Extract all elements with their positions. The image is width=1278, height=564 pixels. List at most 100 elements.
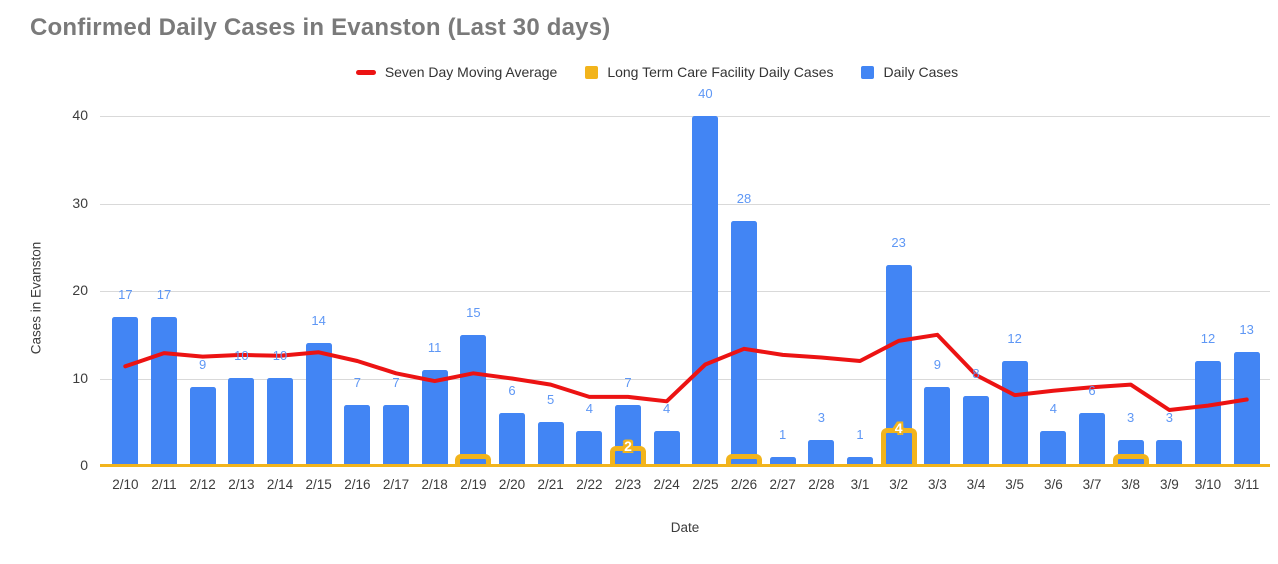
x-axis-tick-label: 2/23	[614, 477, 642, 492]
x-axis-tick-label: 2/17	[382, 477, 410, 492]
x-axis-tick-label: 2/10	[112, 477, 139, 492]
daily-cases-value-label: 15	[466, 305, 481, 320]
bar-daily-cases[interactable]	[267, 378, 293, 467]
ltc-cases-value-label: 2	[624, 438, 632, 454]
legend-item-ltc-cases[interactable]: Long Term Care Facility Daily Cases	[585, 64, 833, 80]
daily-cases-value-label: 17	[156, 287, 172, 302]
bar-daily-cases[interactable]	[460, 335, 487, 467]
daily-cases-value-label: 9	[933, 357, 941, 372]
daily-cases-swatch-icon	[861, 65, 875, 79]
x-axis-tick-label: 3/7	[1082, 477, 1102, 492]
bar-daily-cases[interactable]	[1195, 361, 1221, 467]
bar-daily-cases[interactable]	[924, 387, 951, 467]
x-axis-tick-label: 2/12	[189, 477, 216, 492]
bar-daily-cases[interactable]	[189, 387, 216, 467]
daily-cases-value-label: 6	[508, 383, 516, 398]
x-axis-tick-label: 2/16	[344, 477, 371, 492]
daily-cases-value-label: 6	[1088, 383, 1096, 398]
gridline	[100, 379, 1270, 380]
y-axis-title: Cases in Evanston	[28, 241, 44, 355]
bar-ltc-cases[interactable]	[1112, 454, 1149, 467]
daily-cases-value-label: 7	[624, 375, 632, 390]
moving-average-line-swatch-icon	[355, 69, 376, 75]
x-axis-tick-label: 3/3	[927, 477, 947, 492]
moving-average-line[interactable]	[100, 116, 1270, 468]
y-axis-tick-label: 0	[80, 457, 88, 473]
x-axis-tick-label: 2/15	[305, 477, 332, 492]
daily-cases-value-label: 7	[392, 375, 400, 390]
bar-daily-cases[interactable]	[151, 317, 177, 467]
x-axis-tick-label: 3/4	[966, 477, 986, 492]
x-axis-tick-label: 3/8	[1121, 477, 1141, 492]
daily-cases-value-label: 4	[663, 401, 671, 416]
legend-item-moving-average[interactable]: Seven Day Moving Average	[355, 64, 558, 80]
daily-cases-value-label: 3	[1165, 410, 1173, 425]
ltc-cases-value-label: 4	[894, 420, 903, 436]
bar-daily-cases[interactable]	[305, 343, 332, 467]
bar-daily-cases[interactable]	[847, 457, 873, 467]
bar-daily-cases[interactable]	[421, 370, 448, 467]
bar-daily-cases[interactable]	[653, 431, 680, 467]
bar-ltc-cases[interactable]	[610, 446, 646, 467]
bar-daily-cases[interactable]	[1117, 440, 1144, 467]
bar-ltc-cases[interactable]	[880, 428, 917, 467]
bar-daily-cases[interactable]	[731, 221, 757, 467]
x-axis-tick-label: 3/11	[1234, 477, 1260, 492]
daily-cases-value-label: 11	[427, 340, 442, 355]
x-axis-tick-label: 2/22	[576, 477, 603, 492]
daily-cases-value-label: 12	[1200, 331, 1216, 346]
bar-daily-cases[interactable]	[808, 440, 835, 467]
daily-cases-value-label: 40	[698, 86, 713, 101]
bar-daily-cases[interactable]	[885, 265, 912, 467]
bar-ltc-cases[interactable]	[455, 454, 492, 467]
daily-cases-value-label: 17	[118, 287, 133, 302]
x-axis-title: Date	[670, 520, 700, 535]
bar-daily-cases[interactable]	[112, 317, 139, 467]
x-axis-tick-label: 2/18	[421, 477, 448, 492]
legend-label: Seven Day Moving Average	[384, 64, 558, 80]
bar-daily-cases[interactable]	[344, 405, 371, 467]
bar-daily-cases[interactable]	[383, 405, 409, 467]
x-axis-tick-label: 2/24	[653, 477, 680, 492]
bar-daily-cases[interactable]	[769, 457, 796, 467]
daily-cases-value-label: 9	[199, 357, 207, 372]
bar-ltc-cases[interactable]	[726, 454, 762, 467]
bar-daily-cases[interactable]	[963, 396, 989, 467]
daily-cases-value-label: 8	[972, 366, 980, 381]
bar-daily-cases[interactable]	[228, 378, 255, 467]
y-axis-tick-label: 30	[72, 195, 88, 211]
legend-label: Long Term Care Facility Daily Cases	[607, 64, 834, 80]
x-axis-tick-label: 2/13	[228, 477, 255, 492]
bar-daily-cases[interactable]	[1156, 440, 1183, 467]
bar-daily-cases[interactable]	[1233, 352, 1260, 467]
daily-cases-value-label: 1	[856, 427, 864, 442]
chart-title: Confirmed Daily Cases in Evanston (Last …	[30, 14, 611, 41]
gridline	[100, 204, 1270, 205]
bar-daily-cases[interactable]	[692, 116, 719, 467]
daily-cases-value-label: 5	[547, 392, 555, 407]
bar-daily-cases[interactable]	[499, 413, 525, 467]
x-axis-tick-label: 2/28	[808, 477, 835, 492]
bar-daily-cases[interactable]	[1001, 361, 1028, 467]
daily-cases-value-label: 10	[272, 348, 288, 363]
bar-daily-cases[interactable]	[576, 431, 603, 467]
bar-daily-cases[interactable]	[1040, 431, 1067, 467]
x-axis-tick-label: 3/6	[1043, 477, 1063, 492]
legend-item-daily-cases[interactable]: Daily Cases	[861, 64, 958, 80]
daily-cases-value-label: 1	[779, 427, 787, 442]
daily-cases-value-label: 4	[1049, 401, 1057, 416]
x-axis-tick-label: 2/19	[460, 477, 487, 492]
x-axis-tick-label: 3/1	[850, 477, 870, 492]
x-axis-tick-label: 2/27	[769, 477, 796, 492]
ltc-baseline	[100, 464, 1270, 467]
daily-cases-value-label: 28	[736, 191, 752, 206]
bar-daily-cases[interactable]	[1079, 413, 1105, 467]
x-axis-tick-label: 2/21	[537, 477, 564, 492]
bar-daily-cases[interactable]	[537, 422, 564, 467]
moving-average-polyline[interactable]	[123, 332, 1249, 412]
gridline	[100, 116, 1270, 117]
bar-daily-cases[interactable]	[615, 405, 641, 467]
daily-cases-value-label: 23	[891, 235, 906, 250]
daily-cases-value-label: 14	[311, 313, 326, 328]
